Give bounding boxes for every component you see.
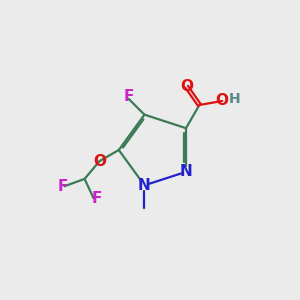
Text: N: N: [180, 164, 192, 179]
Text: F: F: [58, 179, 68, 194]
Text: O: O: [93, 154, 106, 169]
Text: O: O: [216, 94, 229, 109]
Text: H: H: [229, 92, 241, 106]
Text: O: O: [180, 79, 193, 94]
Text: F: F: [92, 191, 102, 206]
Text: N: N: [138, 178, 151, 193]
Text: F: F: [124, 89, 134, 104]
